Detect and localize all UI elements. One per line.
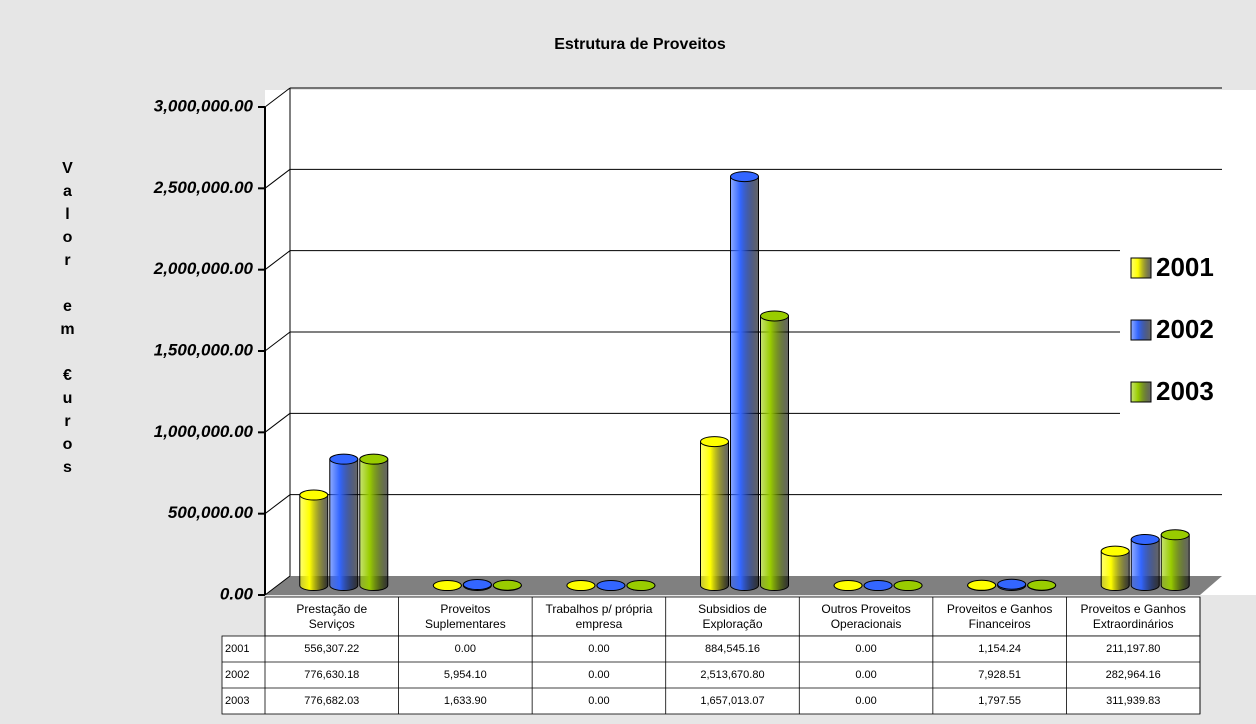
- legend-label: 2003: [225, 694, 250, 707]
- bar: [730, 176, 759, 591]
- bar-top: [359, 453, 389, 465]
- x-tick-label: Proveitos e Ganhos Financeiros: [946, 601, 1053, 631]
- data-label: 0.00: [588, 694, 610, 707]
- bar-top: [462, 579, 492, 591]
- data-label: 556,307.22: [304, 642, 360, 655]
- y-tick-label: 1,000,000.00: [154, 422, 254, 441]
- y-axis-label: Valor em €uros: [59, 160, 76, 482]
- bar-top: [492, 579, 522, 591]
- bar-top: [299, 489, 329, 501]
- data-label: 311,939.83: [1106, 694, 1161, 707]
- bar-top: [700, 436, 729, 448]
- y-tick-label: 2,000,000.00: [153, 259, 254, 278]
- bar: [700, 441, 729, 591]
- legend-label: 2001: [1156, 252, 1214, 282]
- x-tick-label: Proveitos Suplementares: [424, 601, 506, 631]
- bar-top: [566, 580, 596, 591]
- grid-line: [264, 331, 291, 352]
- x-tick-label: Outros Proveitos Operacionais: [821, 601, 911, 631]
- grid-line: [264, 250, 291, 271]
- grid-line: [264, 494, 291, 515]
- legend-swatch: [1130, 319, 1152, 341]
- bar-top: [329, 453, 359, 465]
- data-label: 0.00: [454, 642, 477, 655]
- bar: [1160, 534, 1190, 591]
- data-label: 1,633.90: [443, 694, 487, 707]
- data-label: 1,657,013.07: [700, 694, 765, 707]
- data-label: 5,954.10: [443, 668, 487, 681]
- x-tick-label: Prestação de Serviços: [296, 601, 368, 631]
- y-tick-label: 2,500,000.00: [153, 178, 254, 197]
- data-label: 0.00: [855, 642, 877, 655]
- y-tick-label: 500,000.00: [168, 503, 254, 522]
- legend-label: 2003: [1156, 376, 1214, 406]
- x-tick-label: Subsidios de Exploração: [698, 601, 767, 631]
- bar-top: [967, 579, 997, 591]
- y-tick-label: 0.00: [220, 584, 254, 603]
- bar: [1100, 550, 1130, 591]
- bar: [760, 315, 789, 591]
- data-label: 7,928.51: [978, 668, 1022, 681]
- bar-top: [1100, 545, 1130, 557]
- bar: [359, 458, 389, 591]
- grid-line: [264, 87, 291, 108]
- data-label: 776,630.18: [304, 668, 360, 681]
- data-label: 0.00: [588, 642, 610, 655]
- y-tick-label: 1,500,000.00: [154, 340, 254, 359]
- bar-top: [1027, 579, 1057, 591]
- legend-label: 2001: [225, 642, 250, 655]
- y-tick-label: 3,000,000.00: [154, 96, 254, 115]
- legend-label: 2002: [1156, 314, 1214, 344]
- legend-swatch: [1130, 381, 1152, 403]
- bar-top: [833, 580, 863, 591]
- data-label: 0.00: [855, 694, 877, 707]
- bar: [1130, 538, 1160, 591]
- bar-top: [730, 171, 759, 183]
- bar-top: [863, 580, 893, 591]
- grid-line: [264, 168, 291, 189]
- bar-top: [1130, 533, 1160, 545]
- bar: [299, 494, 329, 591]
- bar-top: [893, 580, 923, 591]
- legend-swatch: [1130, 257, 1152, 279]
- data-label: 2,513,670.80: [700, 668, 765, 681]
- bar-top: [997, 578, 1027, 590]
- data-label: 282,964.16: [1105, 668, 1161, 681]
- legend-label: 2002: [225, 668, 250, 681]
- bar-top: [760, 310, 789, 322]
- bar-top: [596, 580, 626, 591]
- grid-line: [264, 575, 291, 596]
- bar-top: [1160, 529, 1190, 541]
- data-label: 884,545.16: [704, 642, 761, 655]
- grid-line: [264, 412, 291, 433]
- data-label: 1,154.24: [978, 642, 1022, 655]
- data-label: 0.00: [855, 668, 877, 681]
- bar-top: [626, 580, 656, 591]
- data-label: 776,682.03: [304, 694, 360, 707]
- data-label: 211,197.80: [1106, 642, 1161, 655]
- data-label: 1,797.55: [978, 694, 1022, 707]
- bar: [329, 458, 359, 591]
- table-header-bg: [264, 596, 1201, 637]
- table-body-bg: [221, 635, 1201, 715]
- chart-title: Estrutura de Proveitos: [554, 36, 726, 53]
- data-label: 0.00: [588, 668, 610, 681]
- x-tick-label: Proveitos e Ganhos Extraordinários: [1080, 601, 1186, 631]
- bar-top: [432, 580, 462, 591]
- x-tick-label: Trabalhos p/ própria empresa: [545, 601, 653, 631]
